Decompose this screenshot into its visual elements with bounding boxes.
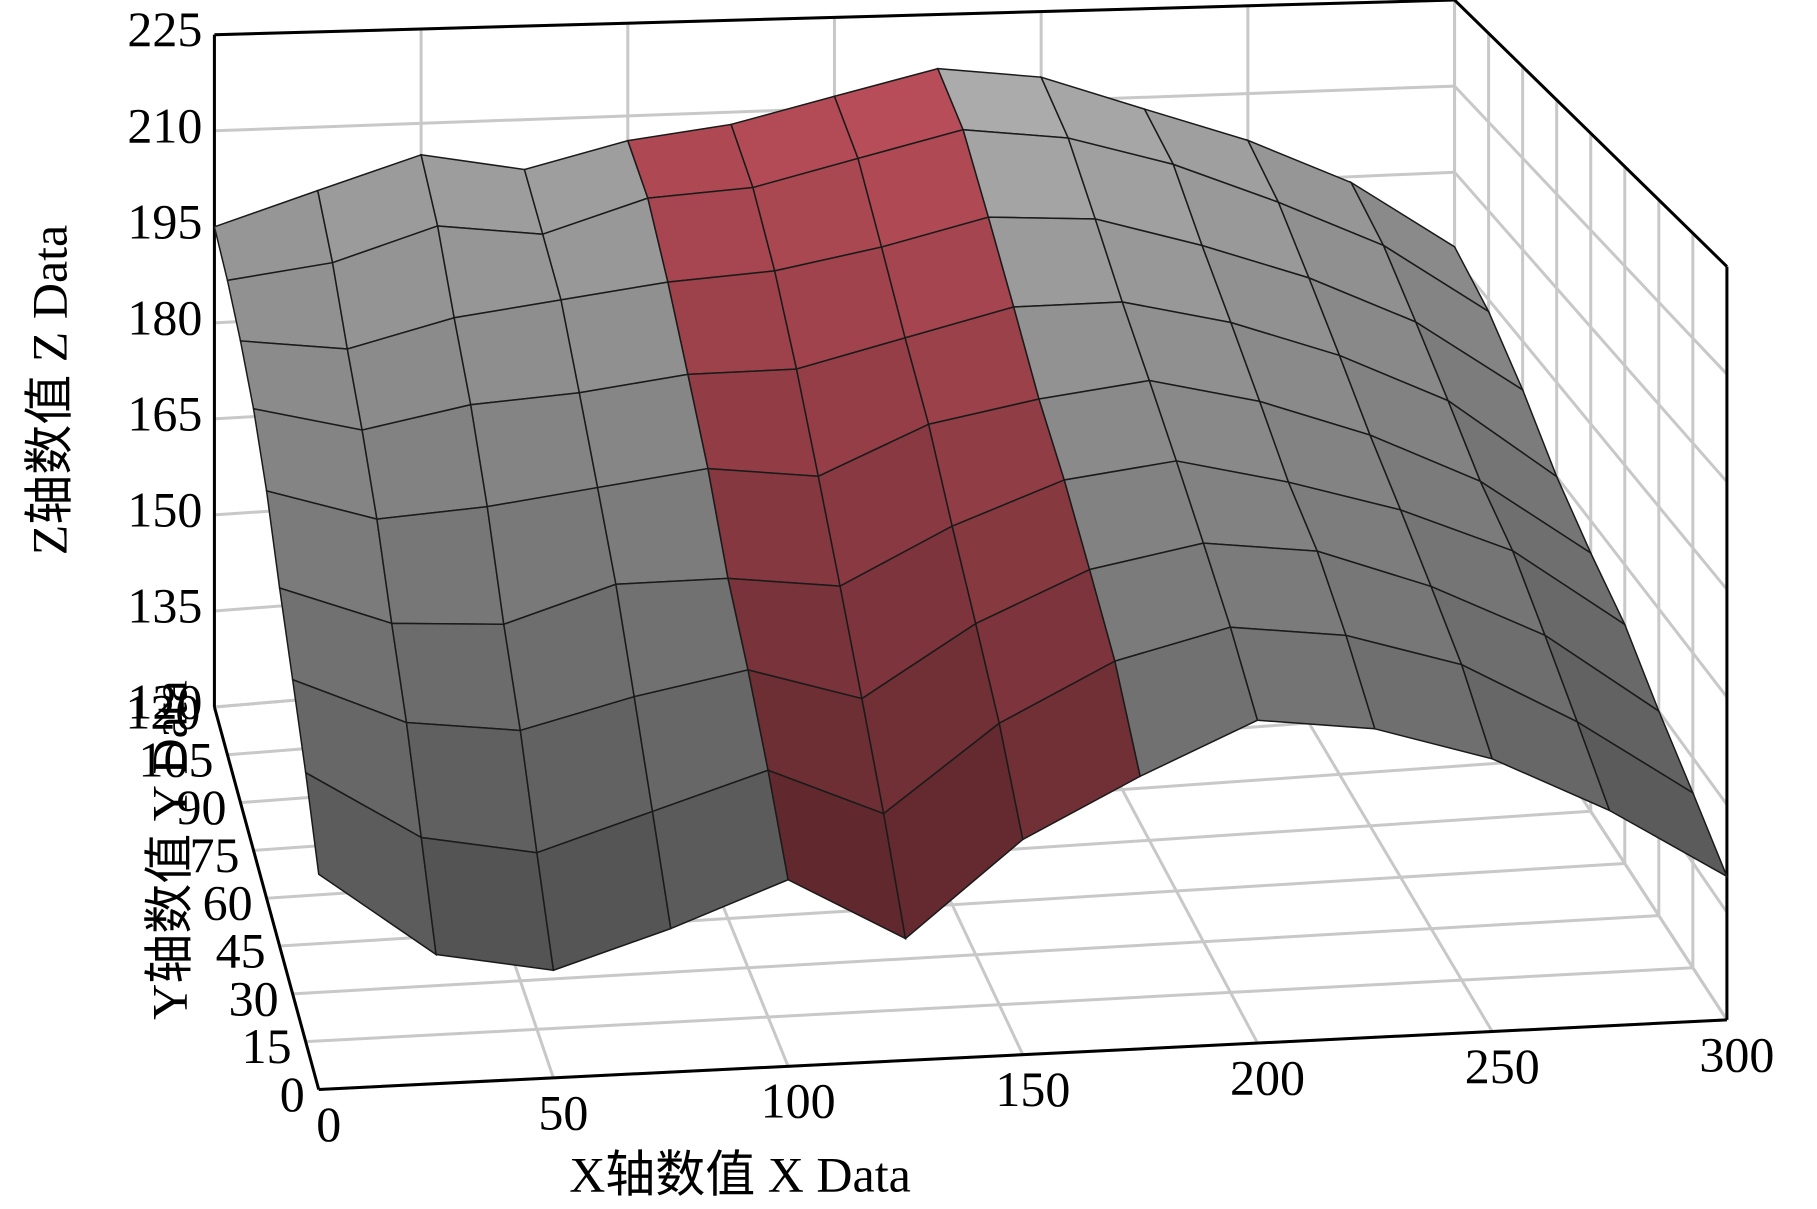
x-tick-label: 200 <box>1230 1050 1305 1106</box>
z-tick-label: 150 <box>127 481 202 537</box>
surface-cell <box>686 368 820 478</box>
y-tick-label: 60 <box>203 875 253 931</box>
floor-grid-line <box>305 966 1693 1044</box>
y-tick-label: 15 <box>242 1018 292 1074</box>
z-tick-label: 180 <box>127 289 202 345</box>
x-tick-label: 0 <box>316 1096 341 1152</box>
surface-cell <box>560 281 689 394</box>
z-axis-label: Z轴数值 Z Data <box>21 225 77 555</box>
y-tick-label: 30 <box>229 970 279 1026</box>
x-tick-label: 300 <box>1699 1026 1774 1082</box>
axis-edge <box>212 706 321 1090</box>
z-tick-label: 195 <box>127 193 202 249</box>
y-tick-label: 90 <box>176 779 226 835</box>
surface-cell <box>596 467 729 586</box>
y-tick-label: 105 <box>138 731 213 787</box>
side-grid-line <box>1453 171 1729 483</box>
side-grid-line <box>1453 257 1729 591</box>
y-tick-label: 45 <box>216 923 266 979</box>
z-tick-label: 210 <box>127 97 202 153</box>
surface-cell <box>646 186 776 283</box>
surface-cell <box>578 373 709 489</box>
axis-edge <box>214 0 1455 37</box>
surface-cell <box>1575 720 1729 879</box>
surface-cell <box>405 721 538 854</box>
y-tick-label: 75 <box>190 827 240 883</box>
z-tick-label: 120 <box>127 673 202 729</box>
surface-cell <box>376 505 505 626</box>
x-axis-label: X轴数值 X Data <box>569 1146 911 1202</box>
x-tick-label: 150 <box>995 1061 1070 1117</box>
side-grid-line <box>1453 85 1729 376</box>
surface-cell <box>420 836 555 972</box>
surface-cell <box>469 391 599 508</box>
z-tick-label: 135 <box>127 577 202 633</box>
axis-edge <box>318 1018 1727 1091</box>
x-tick-label: 50 <box>538 1084 588 1140</box>
surface-cell <box>453 298 581 406</box>
surface-cell <box>390 622 522 732</box>
x-tick-label: 100 <box>761 1073 836 1129</box>
axis-edge <box>1453 0 1728 268</box>
y-tick-label: 0 <box>280 1066 305 1122</box>
surface-cell <box>666 270 798 376</box>
x-tick-label: 250 <box>1465 1038 1540 1094</box>
z-tick-label: 225 <box>127 1 202 57</box>
floor-grid-line <box>292 914 1659 996</box>
y-tick-label: 120 <box>125 683 200 739</box>
y-axis-label: Y轴数值 Y Data <box>141 680 197 1020</box>
z-tick-label: 165 <box>127 385 202 441</box>
